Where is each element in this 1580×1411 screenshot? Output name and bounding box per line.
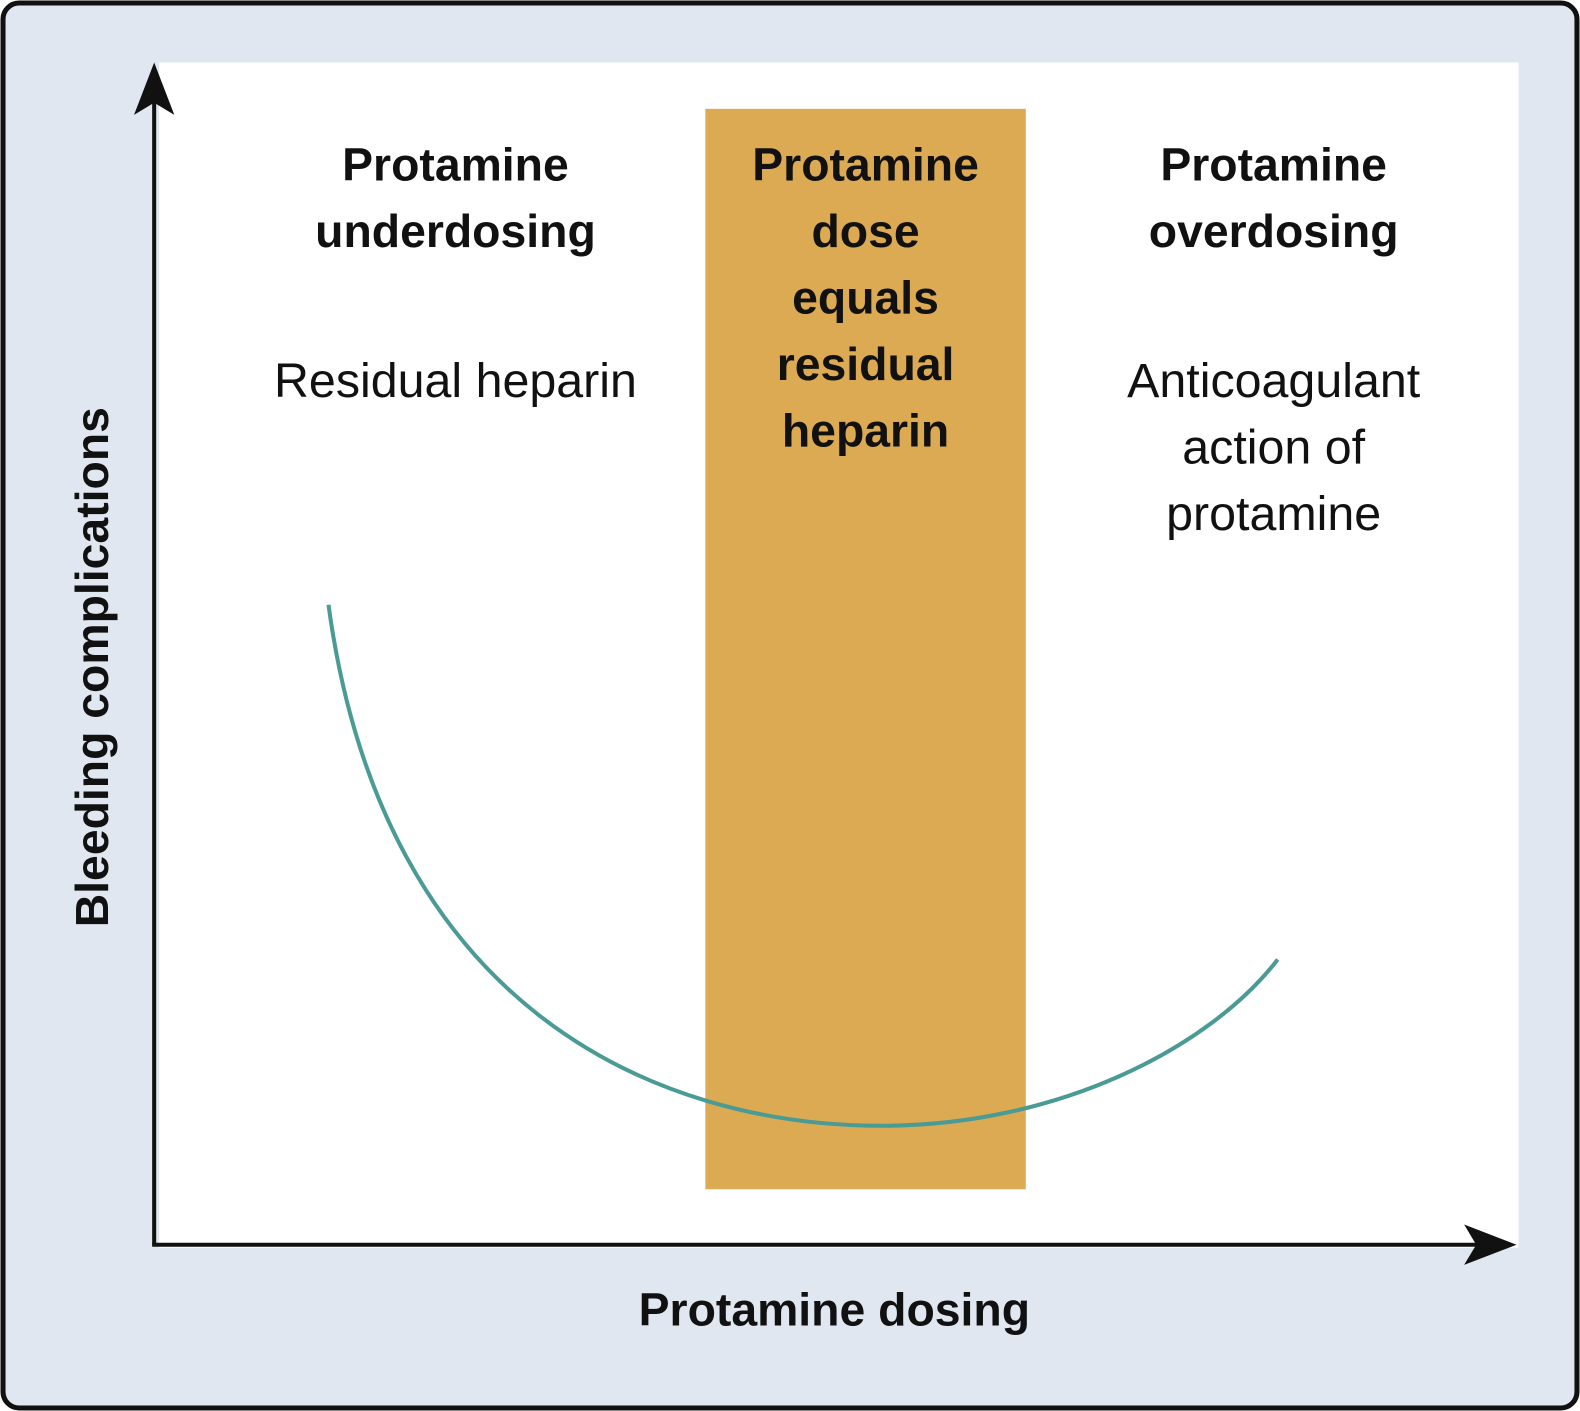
region-heading: Protamine bbox=[1160, 139, 1387, 191]
region-description: Anticoagulant bbox=[1127, 354, 1421, 408]
x-arrow bbox=[1464, 1224, 1517, 1265]
region-description: protamine bbox=[1166, 487, 1381, 541]
x-axis-label: Protamine dosing bbox=[639, 1283, 1030, 1335]
optimal-band bbox=[705, 108, 1026, 1190]
region-heading: heparin bbox=[782, 405, 949, 457]
region-description: action of bbox=[1182, 420, 1365, 474]
y-axis-label: Bleeding complications bbox=[66, 407, 118, 927]
y-arrow bbox=[134, 62, 175, 115]
region-heading: Protamine bbox=[342, 139, 569, 191]
region-heading: dose bbox=[811, 205, 919, 257]
region-heading: equals bbox=[792, 272, 939, 324]
curve bbox=[326, 604, 1280, 1128]
region-heading: Protamine bbox=[752, 139, 979, 191]
region-labels: Protamine underdosing Residual heparin Prot… bbox=[274, 139, 1421, 541]
region-heading: underdosing bbox=[315, 205, 596, 257]
region-description: Residual heparin bbox=[274, 354, 637, 408]
region-heading: residual bbox=[777, 338, 955, 390]
region-heading: overdosing bbox=[1149, 205, 1399, 257]
